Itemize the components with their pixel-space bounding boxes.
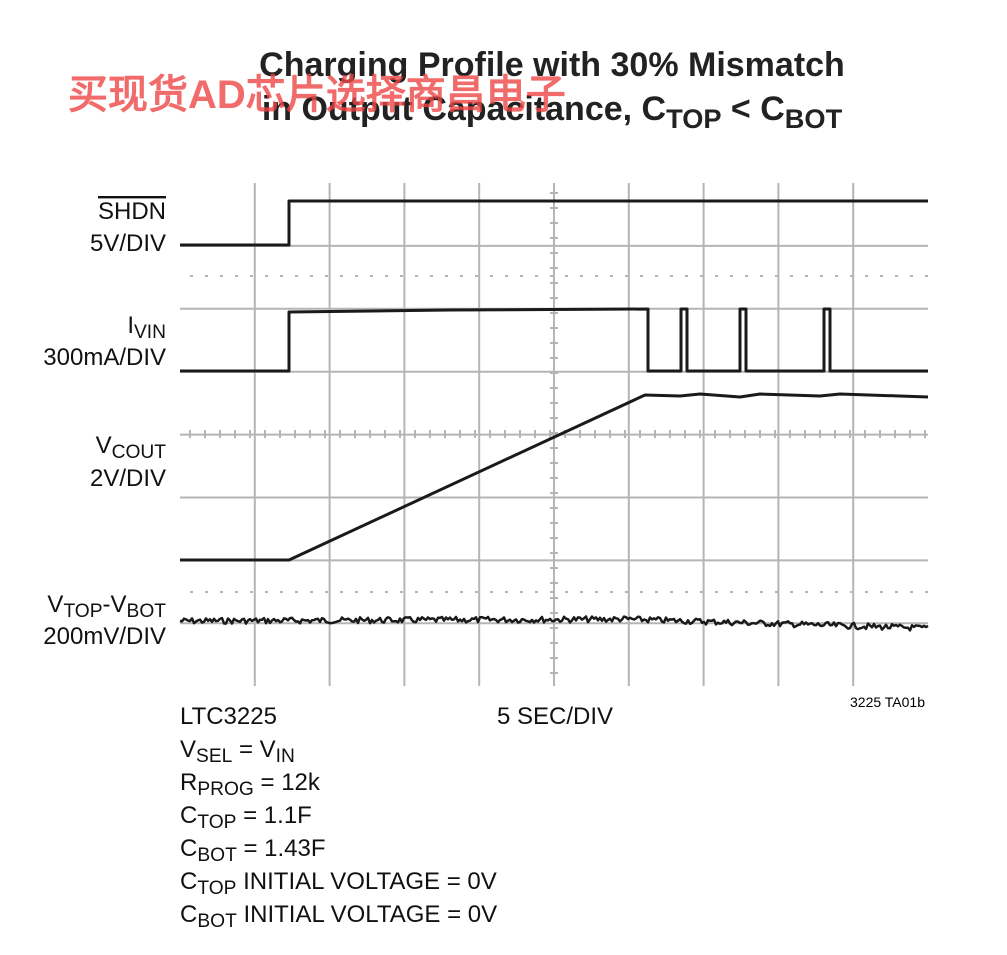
text-part: C xyxy=(180,901,197,928)
channel-scale: 2V/DIV xyxy=(90,465,166,492)
text-part: V xyxy=(47,591,63,618)
vcout-trace xyxy=(180,392,929,562)
subscript: BOT xyxy=(197,911,237,932)
channel-name: SHDN xyxy=(98,198,166,225)
subscript: BOT xyxy=(785,103,843,134)
text-part: C xyxy=(180,802,197,829)
subscript: COUT xyxy=(112,442,167,463)
text-part: I xyxy=(127,312,134,339)
time-scale: 5 SEC/DIV xyxy=(497,703,613,730)
condition-note: VSEL = VIN xyxy=(180,736,295,767)
channel-name: VTOP-VBOT xyxy=(47,591,166,622)
subscript: TOP xyxy=(197,812,236,833)
subscript: PROG xyxy=(197,779,254,800)
text-part: C xyxy=(180,835,197,862)
text-part: = 1.1F xyxy=(236,802,311,829)
text-part: -V xyxy=(103,591,127,618)
scope-grid xyxy=(180,183,928,686)
text-part: V xyxy=(96,432,112,459)
text-part: Charging Profile with 30% Mismatch xyxy=(259,46,845,84)
text-part: = 12k xyxy=(254,769,321,796)
condition-note: CBOT INITIAL VOLTAGE = 0V xyxy=(180,901,497,932)
condition-note: CTOP INITIAL VOLTAGE = 0V xyxy=(180,868,497,899)
chart-title: in Output Capacitance, CTOP < CBOT xyxy=(262,90,843,134)
channel-name: VCOUT xyxy=(96,432,167,463)
shdn-trace xyxy=(180,199,928,247)
channel-scale: 5V/DIV xyxy=(90,230,166,257)
condition-note: RPROG = 12k xyxy=(180,769,321,800)
text-part: R xyxy=(180,769,197,796)
text-part: = 1.43F xyxy=(237,835,326,862)
figure-id: 3225 TA01b xyxy=(850,694,925,710)
subscript: TOP xyxy=(666,103,721,134)
text-part: SHDN xyxy=(98,198,166,225)
text-part: C xyxy=(180,868,197,895)
subscript: SEL xyxy=(196,746,233,767)
subscript: TOP xyxy=(63,601,102,622)
channel-scale: 300mA/DIV xyxy=(43,344,166,371)
vtop-vbot-trace xyxy=(179,615,929,632)
text-part: INITIAL VOLTAGE = 0V xyxy=(236,868,496,895)
text-part: V xyxy=(180,736,196,763)
text-part: = V xyxy=(232,736,275,763)
subscript: BOT xyxy=(197,845,237,866)
subscript: TOP xyxy=(197,878,236,899)
channel-name: IVIN xyxy=(127,312,166,343)
chart-title: Charging Profile with 30% Mismatch xyxy=(259,46,845,84)
ivin-trace xyxy=(180,307,928,373)
part-label: LTC3225 xyxy=(180,703,277,730)
watermark: 买现货AD芯片选择商昌电子 xyxy=(68,73,566,117)
channel-scale: 200mV/DIV xyxy=(43,623,166,650)
text-part: in Output Capacitance, C xyxy=(262,90,666,128)
subscript: IN xyxy=(276,746,295,767)
subscript: VIN xyxy=(134,322,166,343)
subscript: BOT xyxy=(127,601,167,622)
condition-note: CBOT = 1.43F xyxy=(180,835,326,866)
text-part: < C xyxy=(721,90,784,128)
text-part: INITIAL VOLTAGE = 0V xyxy=(237,901,497,928)
condition-note: CTOP = 1.1F xyxy=(180,802,312,833)
